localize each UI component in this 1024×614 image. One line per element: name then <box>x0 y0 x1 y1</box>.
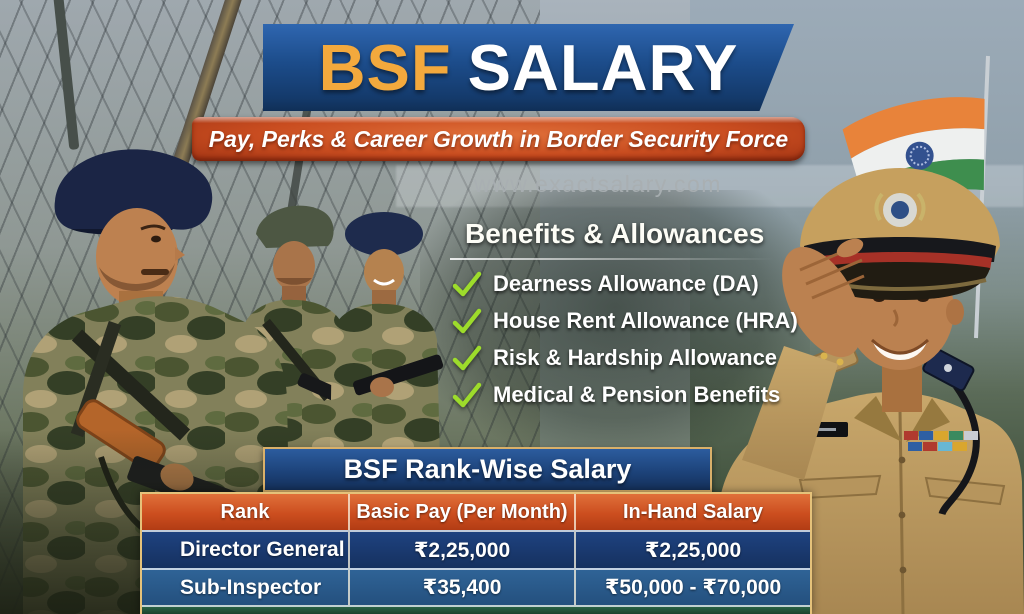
benefit-item: Dearness Allowance (DA) <box>452 268 798 299</box>
page-title: BSF SALARY <box>319 35 739 100</box>
title-rest: SALARY <box>467 31 739 104</box>
benefits-heading: Benefits & Allowances <box>465 218 765 249</box>
title-brand: BSF <box>318 31 452 104</box>
column-header-basic-pay: Basic Pay (Per Month) <box>348 494 574 530</box>
subtitle-banner: Pay, Perks & Career Growth in Border Sec… <box>192 117 805 161</box>
column-header-rank: Rank <box>142 494 348 530</box>
watermark-url: www.exactsalary.com <box>474 171 722 197</box>
benefit-item: House Rent Allowance (HRA) <box>452 305 798 336</box>
benefit-label: House Rent Allowance (HRA) <box>493 307 798 333</box>
benefit-item: Medical & Pension Benefits <box>452 379 798 410</box>
salary-table-heading: BSF Rank-Wise Salary <box>343 454 632 484</box>
benefits-list: Dearness Allowance (DA) House Rent Allow… <box>452 268 798 410</box>
table-row-partial <box>142 605 810 614</box>
table-row-in-hand: ₹50,000 - ₹70,000 <box>574 568 810 605</box>
benefit-label: Risk & Hardship Allowance <box>493 344 778 370</box>
check-icon <box>452 382 482 407</box>
subtitle-text: Pay, Perks & Career Growth in Border Sec… <box>208 125 789 152</box>
benefit-label: Medical & Pension Benefits <box>493 381 781 407</box>
table-row-basic-pay: ₹2,25,000 <box>348 530 574 568</box>
table-row-basic-pay: ₹35,400 <box>348 568 574 605</box>
title-banner: BSF SALARY <box>263 24 794 111</box>
check-icon <box>452 308 482 333</box>
table-row-rank: Director General <box>142 530 348 568</box>
check-icon <box>452 271 482 296</box>
officer-photo <box>716 168 1024 614</box>
benefit-item: Risk & Hardship Allowance <box>452 342 798 373</box>
column-header-in-hand: In-Hand Salary <box>574 494 810 530</box>
dark-foliage-shade <box>420 190 810 450</box>
check-icon <box>452 345 482 370</box>
benefits-underline <box>450 258 774 260</box>
table-row-rank: Sub-Inspector <box>142 568 348 605</box>
salary-table: Rank Basic Pay (Per Month) In-Hand Salar… <box>140 492 812 614</box>
table-row-in-hand: ₹2,25,000 <box>574 530 810 568</box>
benefit-label: Dearness Allowance (DA) <box>493 270 759 296</box>
salary-table-heading-banner: BSF Rank-Wise Salary <box>263 447 712 492</box>
